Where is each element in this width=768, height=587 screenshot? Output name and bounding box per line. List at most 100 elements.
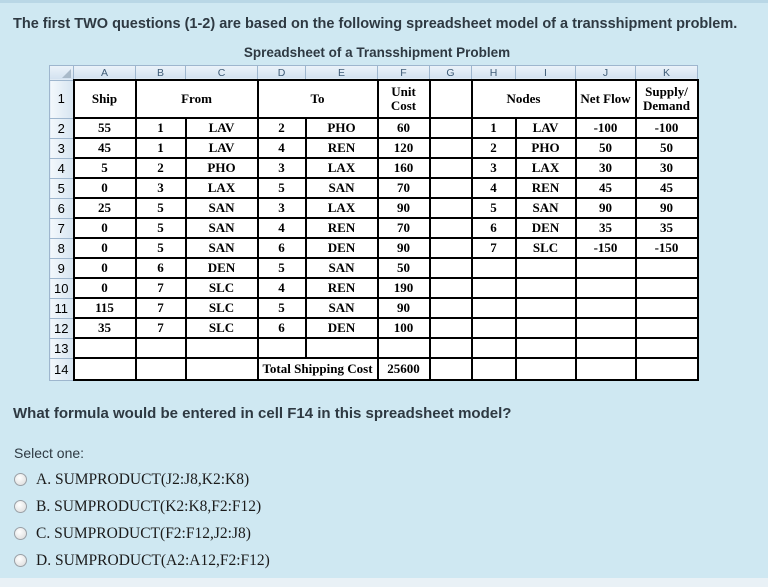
cell-K1-supply-demand-header: Supply/ Demand bbox=[634, 79, 699, 120]
cell-B7: 5 bbox=[134, 217, 187, 240]
column-header-A: A bbox=[73, 64, 136, 81]
row-header-6: 6 bbox=[49, 197, 74, 219]
cell-A8: 0 bbox=[72, 237, 137, 260]
answer-option-c[interactable]: C. SUMPRODUCT(F2:F12,J2:J8) bbox=[14, 520, 756, 547]
cell-C14 bbox=[184, 357, 259, 382]
cell-F5: 70 bbox=[376, 177, 431, 200]
cell-I12 bbox=[514, 317, 577, 340]
cell-A10: 0 bbox=[72, 277, 137, 300]
sheet-row-5: 5 0 3 LAX 5 SAN 70 4 REN 45 45 bbox=[49, 177, 699, 200]
cell-E10: REN bbox=[304, 277, 379, 300]
cell-B5: 3 bbox=[134, 177, 187, 200]
radio-button-icon[interactable] bbox=[14, 527, 27, 541]
cell-D6: 3 bbox=[256, 197, 307, 220]
cell-C7: SAN bbox=[184, 217, 259, 240]
cell-K11 bbox=[634, 297, 699, 320]
radio-button-icon[interactable] bbox=[14, 473, 27, 487]
cell-A1-ship-header: Ship bbox=[72, 79, 137, 120]
sheet-total-row: 14 Total Shipping Cost 25600 bbox=[49, 357, 699, 382]
cell-I8: SLC bbox=[514, 237, 577, 260]
column-header-D: D bbox=[257, 64, 306, 81]
sheet-row-10: 10 0 7 SLC 4 REN 190 bbox=[49, 277, 699, 300]
cell-B14 bbox=[134, 357, 187, 382]
row-header-4: 4 bbox=[49, 157, 74, 179]
cell-G11 bbox=[428, 297, 473, 320]
cell-A14 bbox=[72, 357, 137, 382]
cell-F4: 160 bbox=[376, 157, 431, 180]
cell-C2: LAV bbox=[184, 117, 259, 140]
answer-options-list: A. SUMPRODUCT(J2:J8,K2:K8) B. SUMPRODUCT(… bbox=[14, 466, 756, 574]
sheet-row-11: 11 115 7 SLC 5 SAN 90 bbox=[49, 297, 699, 320]
cell-J12 bbox=[574, 317, 637, 340]
sheet-row-6: 6 25 5 SAN 3 LAX 90 5 SAN 90 90 bbox=[49, 197, 699, 220]
cell-H10 bbox=[470, 277, 517, 300]
cell-D8: 6 bbox=[256, 237, 307, 260]
cell-J11 bbox=[574, 297, 637, 320]
row-header-12: 12 bbox=[49, 317, 74, 339]
cell-A4: 5 bbox=[72, 157, 137, 180]
radio-button-icon[interactable] bbox=[14, 554, 27, 568]
cell-E9: SAN bbox=[304, 257, 379, 280]
cell-J9 bbox=[574, 257, 637, 280]
cell-I6: SAN bbox=[514, 197, 577, 220]
sheet-row-8: 8 0 5 SAN 6 DEN 90 7 SLC -150 -150 bbox=[49, 237, 699, 260]
cell-G4 bbox=[428, 157, 473, 180]
column-header-H: H bbox=[471, 64, 516, 81]
cell-H12 bbox=[470, 317, 517, 340]
cell-E7: REN bbox=[304, 217, 379, 240]
cell-J10 bbox=[574, 277, 637, 300]
row-header-9: 9 bbox=[49, 257, 74, 279]
cell-D11: 5 bbox=[256, 297, 307, 320]
cell-G12 bbox=[428, 317, 473, 340]
cell-D9: 5 bbox=[256, 257, 307, 280]
cell-F12: 100 bbox=[376, 317, 431, 340]
cell-D1-to-header: To bbox=[256, 79, 379, 120]
cell-I7: DEN bbox=[514, 217, 577, 240]
cell-J6: 90 bbox=[574, 197, 637, 220]
row-header-11: 11 bbox=[49, 297, 74, 319]
row-header-14: 14 bbox=[49, 357, 74, 381]
answer-option-b[interactable]: B. SUMPRODUCT(K2:K8,F2:F12) bbox=[14, 493, 756, 520]
column-header-F: F bbox=[377, 64, 430, 81]
cell-J2: -100 bbox=[574, 117, 637, 140]
sheet-row-4: 4 5 2 PHO 3 LAX 160 3 LAX 30 30 bbox=[49, 157, 699, 180]
cell-D4: 3 bbox=[256, 157, 307, 180]
cell-E13 bbox=[304, 337, 379, 360]
cell-K3: 50 bbox=[634, 137, 699, 160]
spreadsheet-area: Spreadsheet of a Transshipment Problem A… bbox=[49, 45, 705, 382]
column-header-K: K bbox=[635, 64, 698, 81]
cell-D3: 4 bbox=[256, 137, 307, 160]
sheet-row-2: 2 55 1 LAV 2 PHO 60 1 LAV -100 -100 bbox=[49, 117, 699, 140]
cell-F10: 190 bbox=[376, 277, 431, 300]
unit-cost-line1: Unit bbox=[391, 83, 416, 99]
option-label: D. SUMPRODUCT(A2:A12,F2:F12) bbox=[36, 551, 270, 569]
cell-D13 bbox=[256, 337, 307, 360]
cell-F9: 50 bbox=[376, 257, 431, 280]
cell-D2: 2 bbox=[256, 117, 307, 140]
cell-A5: 0 bbox=[72, 177, 137, 200]
cell-C13 bbox=[184, 337, 259, 360]
cell-H5: 4 bbox=[470, 177, 517, 200]
cell-F3: 120 bbox=[376, 137, 431, 160]
cell-C11: SLC bbox=[184, 297, 259, 320]
answer-option-d[interactable]: D. SUMPRODUCT(A2:A12,F2:F12) bbox=[14, 547, 756, 574]
cell-H4: 3 bbox=[470, 157, 517, 180]
cell-G5 bbox=[428, 177, 473, 200]
cell-A7: 0 bbox=[72, 217, 137, 240]
cell-D10: 4 bbox=[256, 277, 307, 300]
column-header-C: C bbox=[185, 64, 258, 81]
cell-E4: LAX bbox=[304, 157, 379, 180]
cell-A9: 0 bbox=[72, 257, 137, 280]
option-label: B. SUMPRODUCT(K2:K8,F2:F12) bbox=[36, 497, 262, 515]
cell-K10 bbox=[634, 277, 699, 300]
cell-I10 bbox=[514, 277, 577, 300]
cell-I13 bbox=[514, 337, 577, 360]
cell-J1-net-flow-header: Net Flow bbox=[574, 79, 637, 120]
radio-button-icon[interactable] bbox=[14, 500, 27, 514]
cell-B10: 7 bbox=[134, 277, 187, 300]
cell-K13 bbox=[634, 337, 699, 360]
cell-J14 bbox=[574, 357, 637, 382]
answer-option-a[interactable]: A. SUMPRODUCT(J2:J8,K2:K8) bbox=[14, 466, 756, 493]
cell-E12: DEN bbox=[304, 317, 379, 340]
